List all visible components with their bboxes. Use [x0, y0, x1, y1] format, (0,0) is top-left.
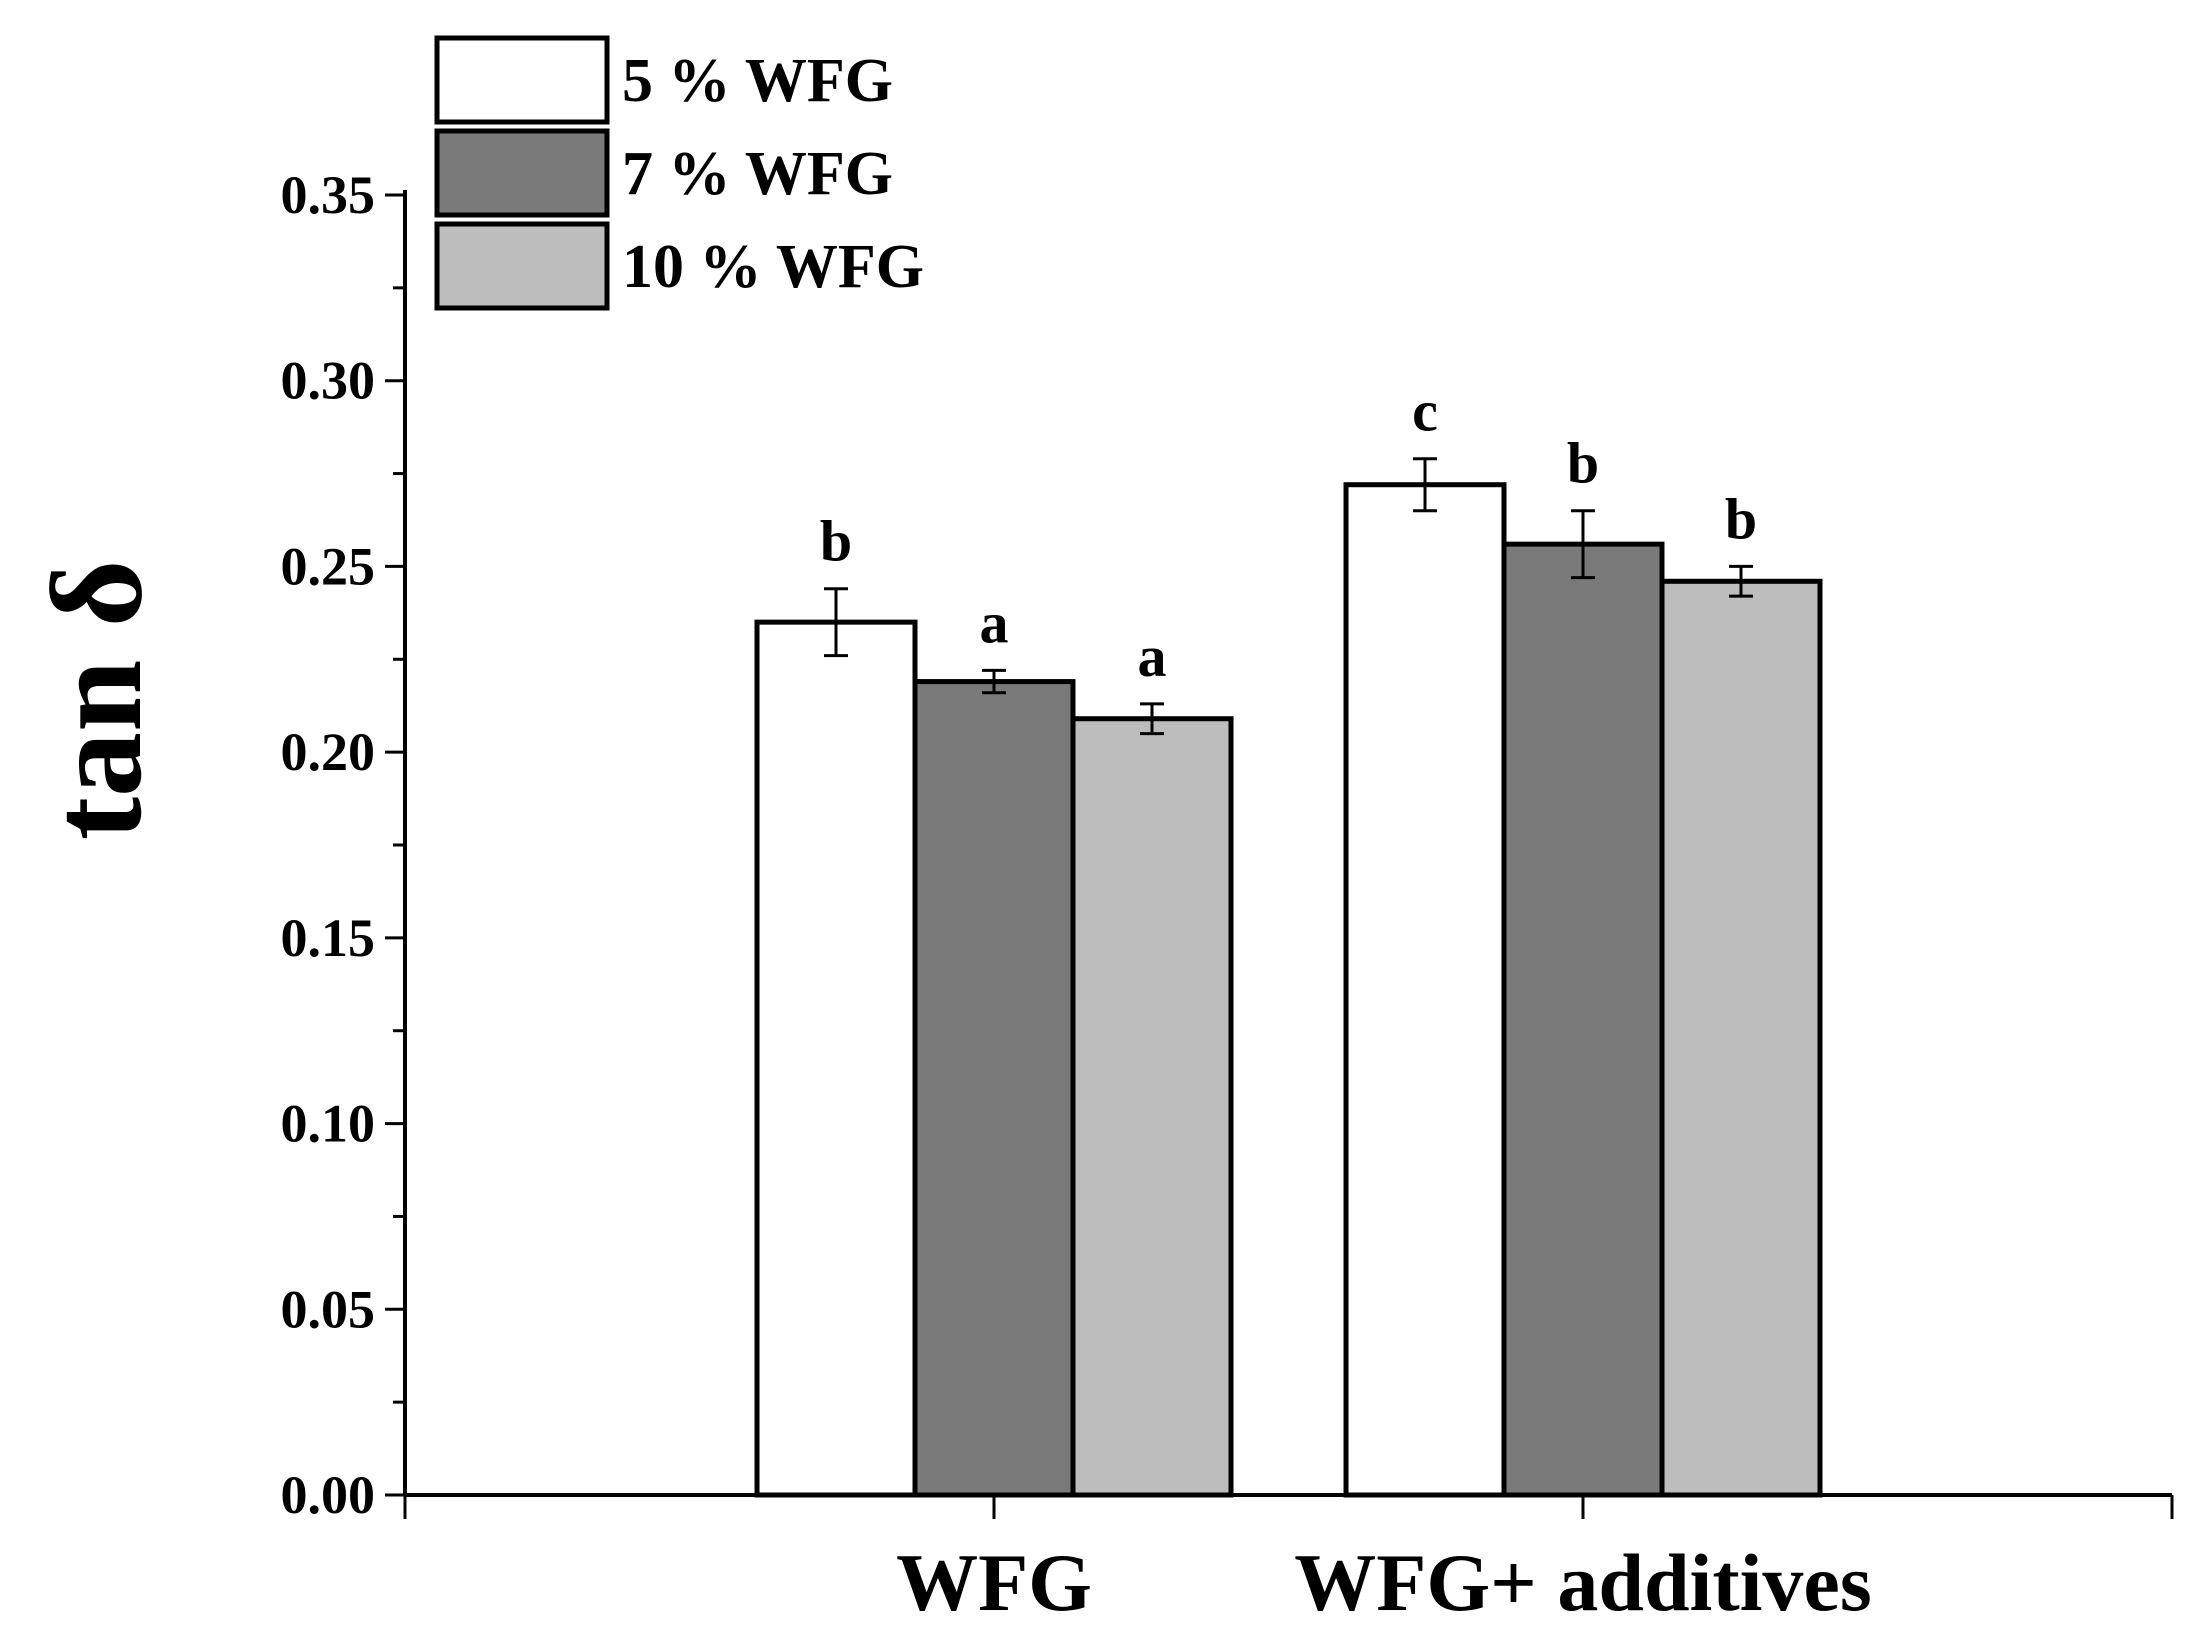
legend-swatch — [434, 221, 610, 311]
y-tick-label: 0.05 — [281, 1279, 376, 1339]
legend-swatch — [434, 128, 610, 218]
x-ticks: WFG WFG+ additives — [403, 1495, 2174, 1628]
bar — [912, 679, 1076, 1498]
x-category-label: WFG — [896, 1537, 1092, 1628]
significance-label: b — [1567, 431, 1599, 496]
y-tick-label: 0.20 — [281, 722, 376, 782]
y-tick-label: 0.15 — [281, 908, 376, 968]
bar — [1659, 578, 1823, 1498]
legend-label: 10 % WFG — [622, 233, 924, 301]
legend-label: 5 % WFG — [622, 47, 893, 115]
significance-label: b — [820, 509, 852, 574]
plot-bars: b a a c b b — [754, 379, 1823, 1498]
legend-swatch — [434, 35, 610, 125]
x-category-label: WFG+ additives — [1294, 1537, 1871, 1628]
bar — [754, 619, 918, 1498]
y-tick-label: 0.00 — [281, 1465, 376, 1525]
y-tick-label: 0.25 — [281, 536, 376, 596]
bar — [1070, 716, 1234, 1498]
significance-label: b — [1725, 486, 1757, 551]
significance-label: a — [980, 590, 1009, 655]
y-tick-label: 0.30 — [281, 351, 376, 411]
y-tick-label: 0.10 — [281, 1094, 376, 1154]
significance-label: c — [1412, 379, 1438, 444]
significance-label: a — [1138, 624, 1167, 689]
y-ticks: 0.00 0.05 0.10 0.15 0.20 0.25 0.30 0.35 — [281, 165, 405, 1525]
axes — [403, 190, 2172, 1497]
legend-label: 7 % WFG — [622, 140, 893, 208]
legend: 5 % WFG 7 % WFG 10 % WFG — [434, 35, 924, 311]
bar — [1343, 482, 1507, 1498]
y-tick-label: 0.35 — [281, 165, 376, 225]
y-axis-label: tan δ — [25, 560, 169, 841]
bar — [1501, 541, 1665, 1498]
